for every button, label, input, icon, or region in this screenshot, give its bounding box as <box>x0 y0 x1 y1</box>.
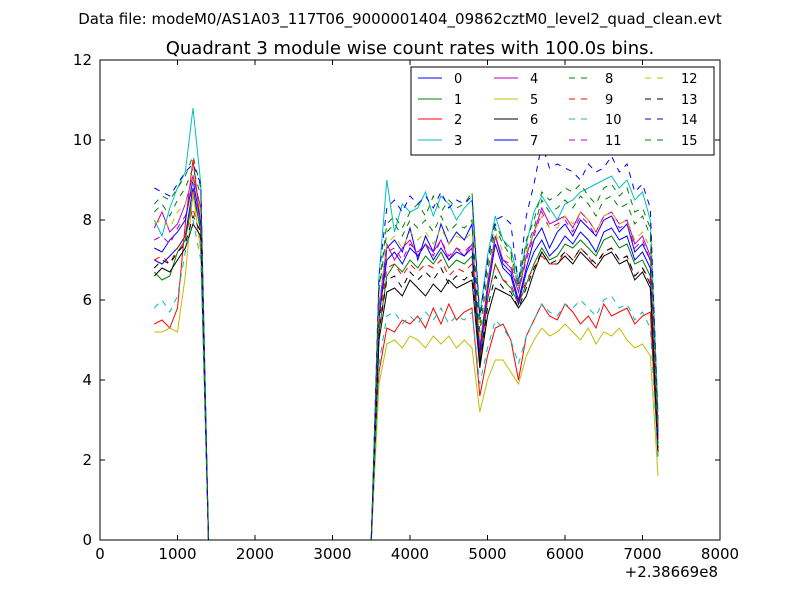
legend-label-9: 9 <box>605 93 613 108</box>
series-line-11 <box>154 186 659 540</box>
legend-label-6: 6 <box>530 113 538 128</box>
legend-label-13: 13 <box>681 93 698 108</box>
series-line-7 <box>154 179 659 540</box>
y-tick-label: 12 <box>73 51 92 69</box>
y-tick-label: 4 <box>82 371 92 389</box>
legend-label-7: 7 <box>530 134 538 149</box>
legend-label-5: 5 <box>530 93 538 108</box>
x-tick-label: 3000 <box>313 545 351 563</box>
legend-label-15: 15 <box>681 134 698 149</box>
series-line-8 <box>153 154 659 540</box>
series-line-5 <box>154 191 659 540</box>
legend-label-8: 8 <box>605 72 613 87</box>
legend-label-12: 12 <box>681 72 698 87</box>
series-layer <box>153 107 659 540</box>
legend-label-0: 0 <box>454 72 462 87</box>
legend-frame <box>410 66 715 156</box>
legend-label-1: 1 <box>454 93 462 108</box>
legend-label-2: 2 <box>454 113 462 128</box>
y-tick-label: 8 <box>82 211 92 229</box>
x-tick-label: 0 <box>95 545 105 563</box>
series-line-10 <box>153 219 659 540</box>
x-tick-label: 5000 <box>468 545 506 563</box>
y-tick-label: 2 <box>82 451 92 469</box>
y-tick-label: 0 <box>82 531 92 549</box>
legend-label-4: 4 <box>530 72 538 87</box>
legend-label-11: 11 <box>605 134 622 149</box>
x-tick-label: 7000 <box>623 545 661 563</box>
x-tick-label: 8000 <box>701 545 739 563</box>
x-axis: 0 1000 2000 3000 4000 5000 6000 7000 8000 <box>95 60 739 563</box>
series-line-12 <box>154 178 659 540</box>
x-tick-label: 6000 <box>546 545 584 563</box>
legend-label-3: 3 <box>454 134 462 149</box>
y-tick-label: 6 <box>82 291 92 309</box>
legend-label-14: 14 <box>681 113 698 128</box>
series-line-2 <box>154 159 659 540</box>
series-line-6 <box>153 222 659 540</box>
legend-label-10: 10 <box>605 113 622 128</box>
figure-suptitle: Data file: modeM0/AS1A03_117T06_90000014… <box>78 10 722 29</box>
y-tick-label: 10 <box>73 131 92 149</box>
x-tick-label: 4000 <box>391 545 429 563</box>
chart-title: Quadrant 3 module wise count rates with … <box>166 38 655 59</box>
x-tick-label: 2000 <box>236 545 274 563</box>
x-offset-label: +2.38669e8 <box>625 563 718 581</box>
series-line-14 <box>154 143 659 540</box>
x-tick-label: 1000 <box>158 545 196 563</box>
